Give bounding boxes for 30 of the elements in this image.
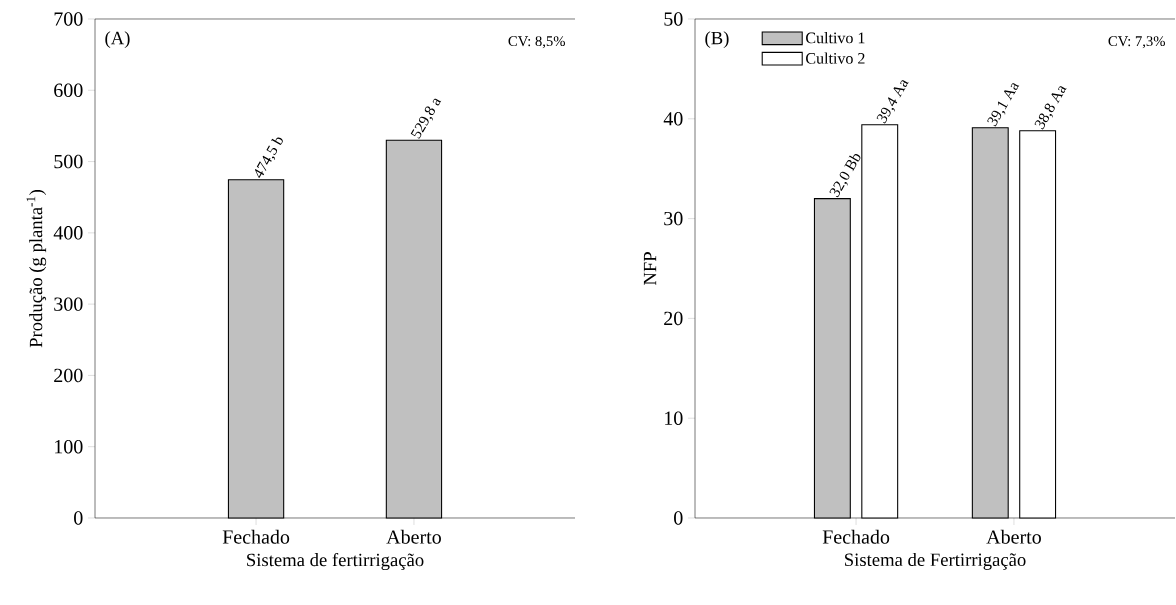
- x-tick-label: Aberto: [986, 529, 1041, 544]
- x-tick-label: Fechado: [222, 529, 290, 544]
- y-axis-title: NFP: [643, 252, 657, 286]
- data-label: 32,0 Bb: [829, 154, 861, 198]
- y-tick-label: 30: [664, 211, 683, 226]
- x-tick-label: Aberto: [386, 529, 441, 544]
- legend-label: Cultivo 2: [806, 52, 865, 64]
- x-axis-title: Sistema de Fertirrigação: [845, 552, 1026, 570]
- y-tick-label: 700: [54, 12, 83, 26]
- y-tick-label: 50: [664, 12, 683, 26]
- y-tick-label: 200: [54, 368, 83, 383]
- y-tick-label: 400: [53, 226, 83, 240]
- y-tick-label: 20: [664, 311, 683, 326]
- y-tick-label: 100: [55, 439, 83, 454]
- annotation: CV: 8,5%: [508, 36, 565, 49]
- y-tick-label: 500: [54, 154, 83, 169]
- data-label: 39,1 Aa: [987, 83, 1020, 127]
- y-tick-label: 40: [663, 112, 683, 126]
- annotation: (A): [105, 31, 130, 49]
- x-axis-title: Sistema de fertirrigação: [247, 552, 424, 571]
- y-axis-title: Produção (g planta$^{-1}$): [26, 189, 47, 348]
- y-tick-label: 10: [665, 411, 683, 425]
- annotation: CV: 7,3%: [1108, 36, 1165, 49]
- x-tick-label: Fechado: [822, 529, 890, 544]
- y-tick-label: 600: [54, 83, 83, 98]
- legend-label: Cultivo 1: [806, 32, 865, 44]
- y-tick-label: 0: [674, 511, 683, 525]
- y-tick-label: 300: [54, 297, 83, 311]
- y-tick-label: 0: [74, 511, 83, 525]
- annotation: (B): [705, 31, 729, 49]
